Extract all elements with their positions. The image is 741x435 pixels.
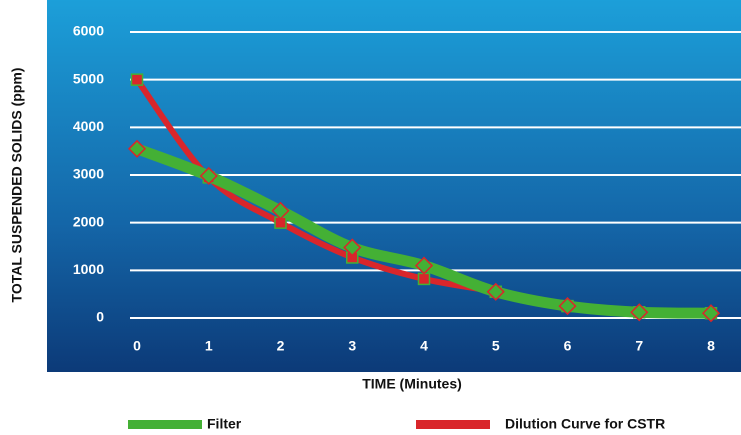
marker	[271, 201, 290, 220]
x-tick-label: 7	[635, 338, 643, 354]
marker	[130, 73, 144, 86]
y-tick-label: 3000	[73, 166, 104, 182]
x-axis-title: TIME (Minutes)	[362, 376, 462, 392]
marker	[630, 303, 649, 322]
x-tick-label: 8	[707, 338, 715, 354]
y-tick-label: 5000	[73, 70, 104, 86]
marker	[127, 139, 147, 158]
marker	[701, 304, 721, 323]
x-tick-label: 6	[564, 338, 572, 354]
legend-swatch	[416, 420, 490, 429]
legend-label: Dilution Curve for CSTR	[505, 416, 665, 432]
marker	[414, 256, 434, 275]
x-tick-label: 4	[420, 338, 428, 354]
legend-swatch	[128, 420, 202, 429]
x-tick-label: 3	[348, 338, 356, 354]
marker	[343, 238, 362, 257]
marker	[558, 297, 577, 316]
x-tick-label: 0	[133, 338, 141, 354]
x-tick-label: 2	[277, 338, 285, 354]
legend-label: Filter	[207, 416, 242, 432]
y-axis-title: TOTAL SUSPENDED SOLIDS (ppm)	[9, 68, 25, 303]
marker	[486, 282, 505, 301]
y-tick-label: 6000	[73, 23, 104, 39]
marker	[199, 166, 218, 186]
x-tick-label: 5	[492, 338, 500, 354]
y-tick-label: 1000	[73, 261, 104, 277]
y-tick-label: 4000	[73, 118, 104, 134]
marker	[417, 272, 431, 286]
x-tick-label: 1	[205, 338, 213, 354]
y-tick-label: 2000	[73, 213, 104, 229]
y-tick-label: 0	[96, 309, 104, 325]
